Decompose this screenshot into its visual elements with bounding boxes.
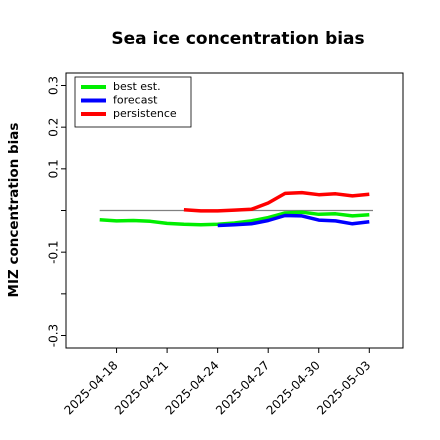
legend-label: persistence <box>113 107 177 120</box>
y-tick-label: 0.2 <box>47 118 61 137</box>
legend-label: best est. <box>113 80 161 93</box>
chart-title: Sea ice concentration bias <box>111 29 364 49</box>
y-axis-label: MIZ concentration bias <box>6 123 22 298</box>
legend-label: forecast <box>113 94 158 107</box>
x-tick-label: 2025-05-03 <box>314 358 373 417</box>
series-line-forecast <box>217 213 370 228</box>
series-line-persistence <box>183 190 370 213</box>
y-tick-label: 0.1 <box>47 159 61 178</box>
y-tick-label: -0.3 <box>47 324 61 347</box>
y-tick-label: 0.3 <box>47 76 61 95</box>
y-tick-label: -0.1 <box>47 240 61 263</box>
series-line-best-est <box>99 210 370 227</box>
plot-area: -0.3-0.10.10.20.32025-04-182025-04-21202… <box>47 72 404 417</box>
